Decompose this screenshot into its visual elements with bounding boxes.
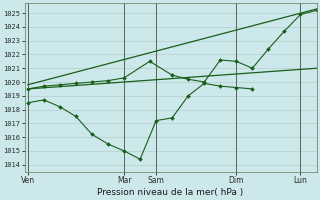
X-axis label: Pression niveau de la mer( hPa ): Pression niveau de la mer( hPa ) [98, 188, 244, 197]
